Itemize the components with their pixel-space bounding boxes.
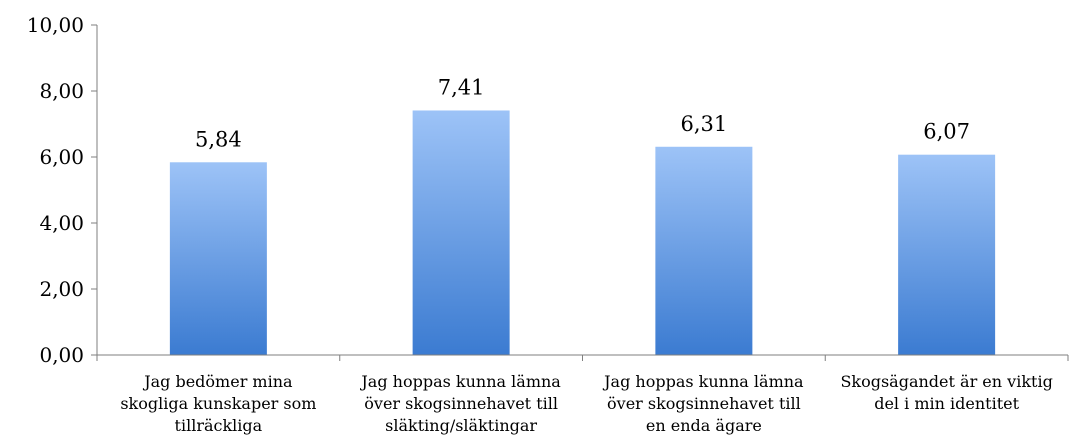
x-tick-label-line: Jag bedömer mina [142,372,293,391]
bars: 5,84 7,41 6,31 6,07 [169,75,996,355]
y-tick-label: 0,00 [39,343,84,367]
x-tick-label-line: Jag hoppas kunna lämna [602,372,804,391]
x-tick-label: Jag hoppas kunna lämna över skogsinnehave… [602,372,804,435]
bar [898,154,996,355]
x-tick-label: Skogsägandet är en viktig del i min ident… [840,372,1052,413]
data-label: 6,31 [680,112,727,136]
x-tick-label-line: över skogsinnehavet till [607,394,801,413]
x-tick-label-line: Jag hoppas kunna lämna [359,372,561,391]
x-tick-label: Jag bedömer mina skogliga kunskaper som ti… [120,372,316,435]
y-tick-label: 4,00 [39,211,84,235]
y-tick-label: 10,00 [27,13,84,37]
x-tick-label-line: över skogsinnehavet till [364,394,558,413]
y-tick-label: 8,00 [39,79,84,103]
y-axis-ticks: 0,00 2,00 4,00 6,00 8,00 10,00 [27,13,97,367]
x-tick-label-line: Skogsägandet är en viktig [840,372,1052,391]
bar [655,146,753,355]
data-label: 5,84 [195,127,242,151]
data-label: 6,07 [923,120,970,144]
x-tick-label-line: släkting/släktingar [385,416,537,435]
data-label: 7,41 [438,75,485,99]
x-tick-label-line: tillräckliga [175,416,263,435]
y-tick-label: 2,00 [39,277,84,301]
x-tick-label-line: skogliga kunskaper som [120,394,316,413]
bar [169,162,267,355]
bar [412,110,510,355]
x-tick-label: Jag hoppas kunna lämna över skogsinnehave… [359,372,561,435]
x-axis-labels: Jag bedömer mina skogliga kunskaper som ti… [120,372,1052,435]
x-tick-label-line: del i min identitet [874,394,1019,413]
y-tick-label: 6,00 [39,145,84,169]
x-tick-label-line: en enda ägare [646,416,762,435]
axes [96,25,1069,361]
